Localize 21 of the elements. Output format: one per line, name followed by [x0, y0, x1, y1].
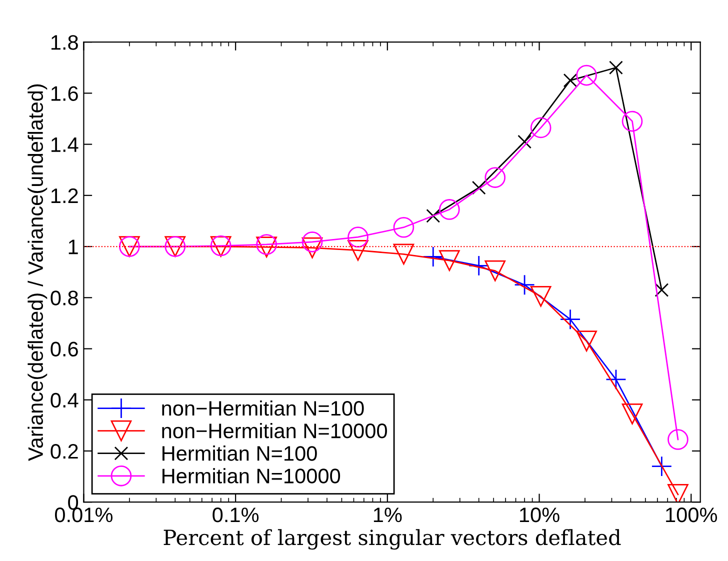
legend-label: non−Hermitian N=100 [162, 400, 364, 416]
legend-label: non−Hermitian N=10000 [162, 423, 387, 438]
legend-label: Hermitian N=100 [162, 446, 317, 461]
y-tick-label: 1.2 [51, 188, 78, 203]
y-tick-label: 0.4 [50, 392, 78, 408]
y-tick-label: 0.8 [50, 290, 78, 306]
x-tick-label: 10% [520, 508, 560, 522]
x-tick-label: 0.1% [212, 508, 259, 522]
y-tick-label: 0.2 [50, 444, 78, 459]
y-tick-label: 1 [68, 240, 78, 254]
y-tick-label: 0 [68, 495, 78, 510]
y-axis-title: Variance(deflated) / Variance(undeflated) [28, 84, 48, 461]
x-axis-title: Percent of largest singular vectors deflated [164, 529, 621, 550]
legend-label: Hermitian N=10000 [162, 468, 340, 484]
y-tick-label: 0.6 [50, 342, 78, 357]
y-tick-label: 1.8 [51, 35, 78, 50]
y-tick-label: 1.6 [51, 86, 78, 101]
y-tick-label: 1.4 [51, 138, 78, 152]
x-tick-label: 1% [374, 508, 402, 522]
x-tick-label: 100% [666, 508, 718, 522]
x-tick-label: 0.01% [55, 508, 113, 522]
